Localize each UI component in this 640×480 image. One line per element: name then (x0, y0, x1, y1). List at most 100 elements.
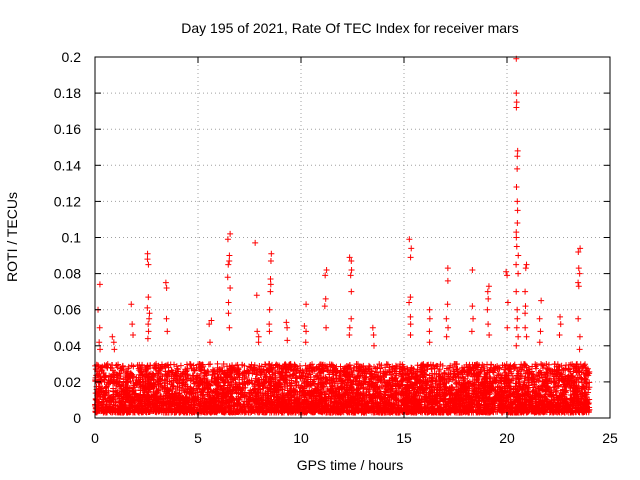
data-point (538, 372, 545, 379)
data-point (459, 369, 466, 376)
data-point (405, 399, 412, 406)
data-point (156, 378, 163, 385)
data-point (567, 384, 574, 391)
data-point (276, 399, 283, 406)
data-point (479, 361, 486, 368)
data-point (298, 383, 305, 390)
data-point (332, 384, 339, 391)
data-point (542, 376, 549, 383)
data-point (251, 381, 258, 388)
data-point (552, 388, 559, 395)
data-point (220, 377, 227, 384)
data-point (324, 387, 331, 394)
data-point (275, 368, 282, 375)
data-point (133, 374, 140, 381)
data-point (361, 376, 368, 383)
data-point (480, 365, 487, 372)
points-layer (92, 55, 593, 416)
data-point (310, 400, 317, 407)
data-point (548, 387, 555, 394)
data-point (464, 373, 471, 380)
data-point (252, 375, 259, 382)
data-point (99, 391, 106, 398)
data-point (566, 401, 573, 408)
data-point (426, 372, 433, 379)
data-point (471, 384, 478, 391)
data-point (204, 390, 211, 397)
data-point (271, 389, 278, 396)
data-point (211, 367, 218, 374)
data-point (184, 365, 191, 372)
data-point (344, 376, 351, 383)
data-point (204, 391, 211, 398)
data-point (163, 362, 170, 369)
data-point (170, 382, 177, 389)
data-point (116, 370, 123, 377)
data-point (120, 366, 127, 373)
data-point (316, 393, 323, 400)
data-point (533, 365, 540, 372)
data-point (224, 398, 231, 405)
data-point (171, 361, 178, 368)
data-point (473, 376, 480, 383)
data-point (330, 375, 337, 382)
data-point (510, 376, 517, 383)
data-point (334, 380, 341, 387)
data-point (514, 367, 521, 374)
data-point (291, 387, 298, 394)
data-point (221, 370, 228, 377)
data-point (163, 390, 170, 397)
data-point (578, 375, 585, 382)
data-point (418, 368, 425, 375)
data-point (220, 360, 227, 367)
data-point (470, 387, 477, 394)
data-point (179, 396, 186, 403)
data-point (324, 367, 331, 374)
data-point (476, 383, 483, 390)
data-point (207, 386, 214, 393)
data-point (217, 374, 224, 381)
data-point (513, 380, 520, 387)
data-point (393, 365, 400, 372)
data-point (125, 375, 132, 382)
data-point (296, 404, 303, 411)
data-point (573, 382, 580, 389)
data-point (583, 367, 590, 374)
data-point (491, 374, 498, 381)
data-point (239, 362, 246, 369)
data-point (263, 374, 270, 381)
data-point (363, 393, 370, 400)
data-point (539, 362, 546, 369)
data-point (317, 374, 324, 381)
data-point (177, 362, 184, 369)
data-point (294, 405, 301, 412)
data-point (366, 386, 373, 393)
data-point (545, 380, 552, 387)
data-point (413, 389, 420, 396)
data-point (256, 377, 263, 384)
data-point (173, 363, 180, 370)
data-point (518, 361, 525, 368)
data-point (93, 372, 100, 379)
data-point (108, 361, 115, 368)
data-point (533, 362, 540, 369)
data-point (376, 361, 383, 368)
data-point (434, 380, 441, 387)
data-point (473, 363, 480, 370)
data-point (314, 372, 321, 379)
data-point (126, 404, 133, 411)
data-point (466, 407, 473, 414)
data-point (563, 362, 570, 369)
data-point (512, 375, 519, 382)
data-point (430, 384, 437, 391)
data-point (332, 365, 339, 372)
data-point (212, 370, 219, 377)
data-point (445, 366, 452, 373)
data-point (470, 381, 477, 388)
data-point (360, 385, 367, 392)
data-point (307, 374, 314, 381)
data-point (183, 361, 190, 368)
data-point (554, 383, 561, 390)
data-point (353, 360, 360, 367)
data-point (451, 361, 458, 368)
